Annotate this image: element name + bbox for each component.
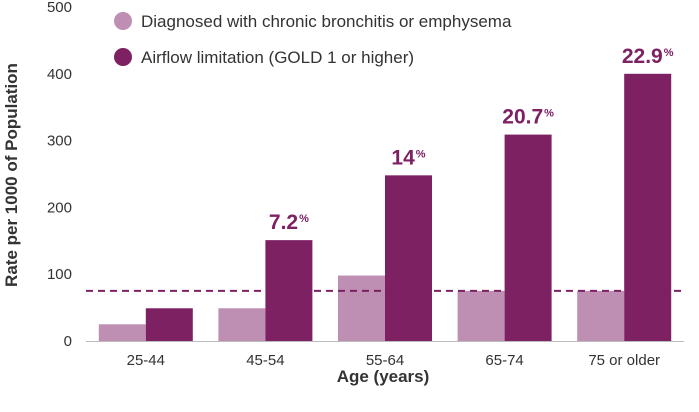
x-tick-label: 65-74	[485, 352, 523, 369]
bar-labels: 7.2% 14% 20.7% 22.9%	[269, 45, 674, 234]
bar-airflow-5	[624, 73, 672, 342]
bar-airflow-4	[504, 134, 552, 341]
bars-group	[98, 73, 672, 342]
y-tick-label: 100	[47, 266, 72, 283]
bar-diagnosed-2	[218, 308, 266, 341]
x-tick-label: 75 or older	[588, 352, 660, 369]
y-tick-label: 0	[64, 333, 72, 350]
bar-label-airflow-3: 14%	[391, 146, 425, 169]
bar-diagnosed-4	[457, 290, 505, 341]
bar-diagnosed-1	[98, 324, 146, 341]
bar-label-airflow-2: 7.2%	[269, 211, 309, 234]
x-tick-label: 25-44	[127, 352, 165, 369]
x-tick-label: 45-54	[246, 352, 284, 369]
bar-diagnosed-5	[577, 290, 625, 341]
bar-label-airflow-5: 22.9%	[622, 45, 674, 68]
x-tick-label: 55-64	[366, 352, 404, 369]
y-axis: 0 100 200 300 400 500	[47, 0, 72, 350]
bar-label-airflow-4: 20.7%	[502, 106, 554, 129]
y-axis-title: Rate per 1000 of Population	[2, 63, 21, 287]
x-axis: 25-44 45-54 55-64 65-74 75 or older	[127, 352, 660, 369]
x-axis-title: Age (years)	[337, 367, 430, 386]
bar-airflow-1	[145, 308, 193, 341]
legend-marker-1	[114, 12, 132, 30]
y-tick-label: 500	[47, 0, 72, 16]
y-tick-label: 300	[47, 133, 72, 150]
legend-marker-2	[114, 48, 132, 66]
bar-airflow-3	[385, 175, 432, 341]
y-tick-label: 400	[47, 66, 72, 83]
legend: Diagnosed with chronic bronchitis or emp…	[114, 12, 512, 67]
bar-diagnosed-3	[338, 275, 385, 341]
legend-label-2: Airflow limitation (GOLD 1 or higher)	[141, 48, 414, 67]
legend-label-1: Diagnosed with chronic bronchitis or emp…	[141, 12, 512, 31]
y-tick-label: 200	[47, 199, 72, 216]
